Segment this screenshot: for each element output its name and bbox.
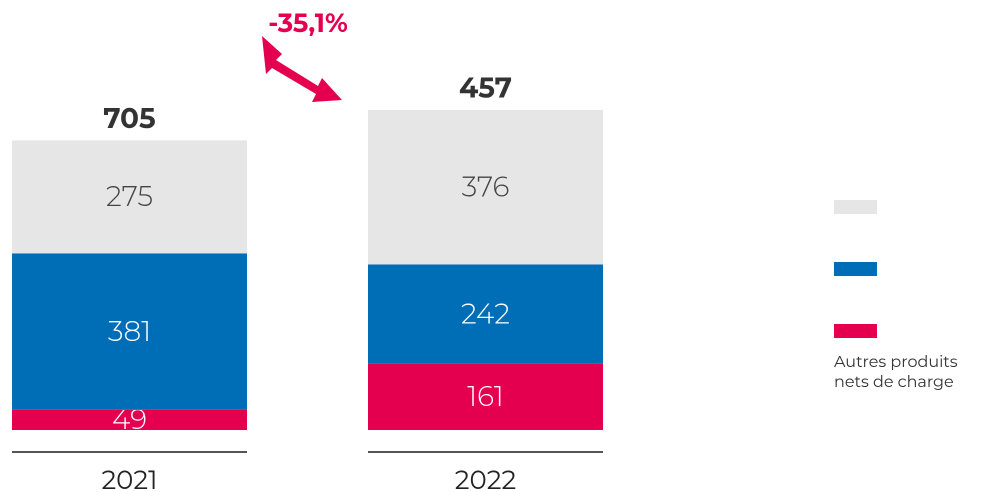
- segment-label: 381: [108, 315, 151, 349]
- bar-segment: [368, 363, 603, 430]
- x-tick-label: 2022: [455, 464, 516, 492]
- segment-label: 376: [462, 171, 510, 205]
- trend-arrow: [262, 36, 342, 102]
- segment-label: 242: [461, 297, 510, 331]
- bar-segment: [12, 140, 247, 254]
- bar-segment: [12, 409, 247, 430]
- x-tick-label: 2021: [101, 464, 157, 492]
- bar-segment: [368, 264, 603, 364]
- total-label: 705: [103, 102, 155, 136]
- total-label: 457: [459, 72, 512, 106]
- legend-swatch: [834, 200, 877, 214]
- legend-swatch: [834, 262, 877, 276]
- bar-segment: [368, 110, 603, 265]
- legend-label: Autres produits nets de charge: [834, 353, 958, 392]
- legend-swatch: [834, 324, 877, 338]
- segment-label: 161: [467, 380, 504, 414]
- segment-label: 275: [106, 180, 153, 214]
- bar-segment: [12, 253, 247, 410]
- annotation: -35,1%: [268, 7, 348, 39]
